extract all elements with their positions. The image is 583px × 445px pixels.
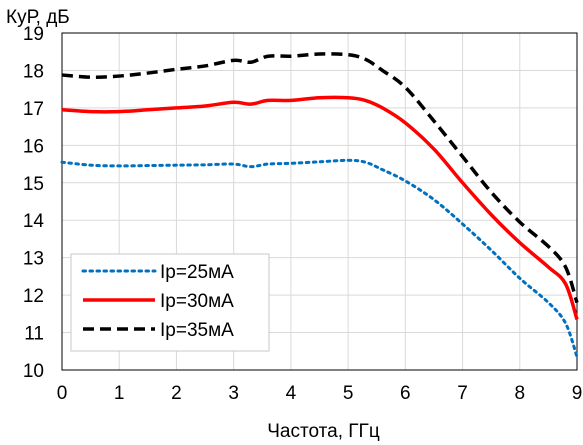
- plot-area-frame: [61, 32, 578, 371]
- y-tick-label: 16: [23, 136, 44, 157]
- y-tick-label: 13: [23, 249, 44, 270]
- y-tick-label: 15: [23, 174, 44, 195]
- y-tick-label: 18: [23, 61, 44, 82]
- x-tick-label: 2: [171, 383, 182, 404]
- x-axis-label: Частота, ГГц: [267, 421, 380, 442]
- y-axis-label: КуР, дБ: [6, 7, 70, 28]
- legend-label-1: Ip=25мА: [160, 262, 234, 283]
- y-tick-label: 12: [23, 286, 44, 307]
- y-tick-label: 11: [24, 324, 44, 345]
- legend-label-3: Ip=35мА: [160, 320, 234, 341]
- x-tick-label: 8: [514, 383, 525, 404]
- x-tick-label: 4: [286, 383, 297, 404]
- series-line-3: [61, 52, 579, 304]
- series-layer: [60, 52, 579, 359]
- x-tick-label: 0: [57, 383, 68, 404]
- y-tick-label: 14: [23, 211, 45, 232]
- x-tick-label: 7: [457, 383, 468, 404]
- x-tick-label: 3: [228, 383, 239, 404]
- series-line-2: [61, 95, 579, 320]
- legend: Ip=25мА Ip=30мА Ip=35мА: [70, 253, 270, 352]
- x-tick-label: 6: [400, 383, 411, 404]
- y-tick-label: 10: [23, 361, 44, 382]
- x-tick-label: 9: [572, 383, 583, 404]
- series-line-1: [60, 158, 579, 359]
- x-tick-label: 1: [114, 383, 125, 404]
- y-tick-label: 17: [23, 99, 44, 120]
- y-tick-label: 19: [23, 24, 44, 45]
- x-tick-label: 5: [343, 383, 354, 404]
- legend-label-2: Ip=30мА: [160, 291, 234, 312]
